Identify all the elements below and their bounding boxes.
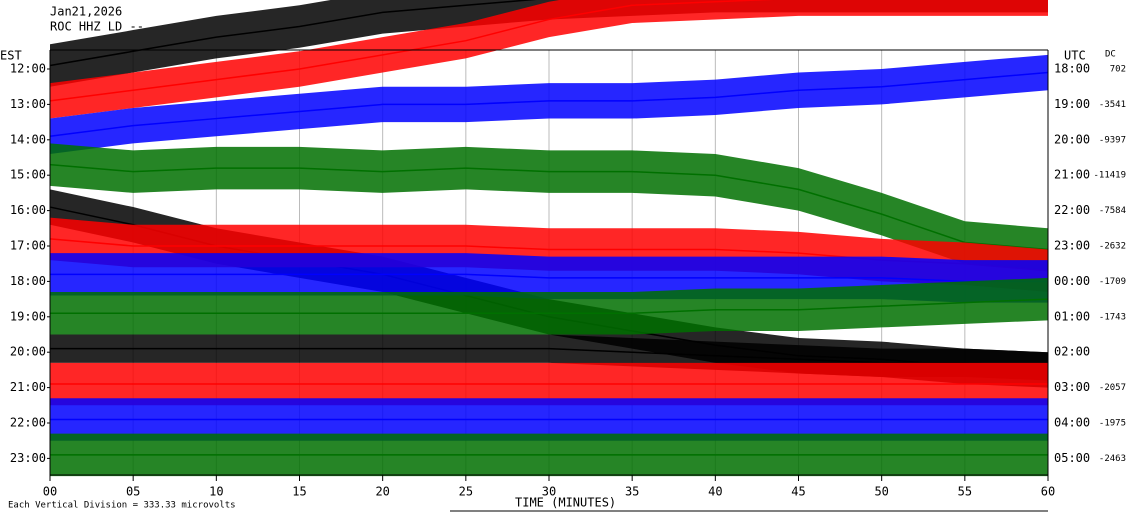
trace-band [50, 0, 1048, 87]
footnote: Each Vertical Division = 333.33 microvol… [8, 501, 236, 511]
row-label-right: 02:00 [1054, 345, 1090, 359]
trace-line [49, 163, 1049, 251]
x-tick-label: 45 [791, 485, 805, 499]
row-label-left: 20:00 [10, 345, 46, 359]
x-tick-label: 40 [708, 485, 722, 499]
x-tick-label: 20 [375, 485, 389, 499]
dc-value: -1975 [1099, 419, 1126, 429]
row-label-right: 03:00 [1054, 380, 1090, 394]
trace-line [50, 298, 1049, 315]
x-tick-label: 25 [459, 485, 473, 499]
left-axis-label: EST [0, 49, 22, 63]
row-label-right: 21:00 [1054, 168, 1090, 182]
x-tick-label: 00 [43, 485, 57, 499]
dc-value: 702 [1110, 65, 1126, 75]
row-label-right: 18:00 [1054, 62, 1090, 76]
x-tick-label: 05 [126, 485, 140, 499]
right-axis-label: UTC [1064, 49, 1086, 63]
dc-value: -2632 [1099, 242, 1126, 252]
trace-line [49, 0, 537, 67]
traces [49, 0, 1049, 477]
row-label-left: 15:00 [10, 168, 46, 182]
trace-band [50, 54, 1048, 154]
trace-line [50, 273, 1048, 283]
trace-band [50, 277, 1048, 335]
row-label-left: 17:00 [10, 239, 46, 253]
x-tick-label: 30 [542, 485, 556, 499]
dc-value: -1743 [1099, 312, 1126, 322]
x-tick-label: 50 [874, 485, 888, 499]
row-label-left: 22:00 [10, 416, 46, 430]
row-label-left: 14:00 [10, 132, 46, 146]
title-line: ROC HHZ LD -- [50, 20, 144, 34]
x-tick-label: 55 [958, 485, 972, 499]
dc-value: -11419 [1093, 171, 1126, 181]
row-label-left: 21:00 [10, 380, 46, 394]
dc-label: DC [1105, 50, 1116, 60]
row-label-left: 19:00 [10, 309, 46, 323]
dc-value: -7584 [1099, 206, 1126, 216]
row-label-right: 00:00 [1054, 274, 1090, 288]
dc-value: -2463 [1099, 454, 1126, 464]
row-label-left: 18:00 [10, 274, 46, 288]
dc-value: -9397 [1099, 135, 1126, 145]
x-tick-label: 10 [209, 485, 223, 499]
row-label-right: 23:00 [1054, 239, 1090, 253]
trace-band [50, 189, 1048, 388]
trace-line [49, 71, 1049, 138]
x-axis-label: TIME (MINUTES) [515, 496, 616, 510]
trace-band [50, 0, 1048, 119]
title-line: Jan21,2026 [50, 5, 122, 19]
row-label-left: 16:00 [10, 203, 46, 217]
row-label-right: 04:00 [1054, 416, 1090, 430]
x-tick-label: 15 [292, 485, 306, 499]
row-label-right: 05:00 [1054, 451, 1090, 465]
x-tick-label: 35 [625, 485, 639, 499]
row-label-right: 20:00 [1054, 132, 1090, 146]
row-label-left: 23:00 [10, 451, 46, 465]
row-label-left: 12:00 [10, 62, 46, 76]
dc-value: -2057 [1099, 383, 1126, 393]
dc-value: -3541 [1099, 100, 1126, 110]
x-tick-label: 60 [1041, 485, 1055, 499]
row-label-right: 22:00 [1054, 203, 1090, 217]
trace-line [49, 0, 774, 102]
trace-band [50, 143, 1048, 271]
row-label-right: 19:00 [1054, 97, 1090, 111]
row-label-left: 13:00 [10, 97, 46, 111]
dc-value: -1709 [1099, 277, 1126, 287]
row-label-right: 01:00 [1054, 309, 1090, 323]
